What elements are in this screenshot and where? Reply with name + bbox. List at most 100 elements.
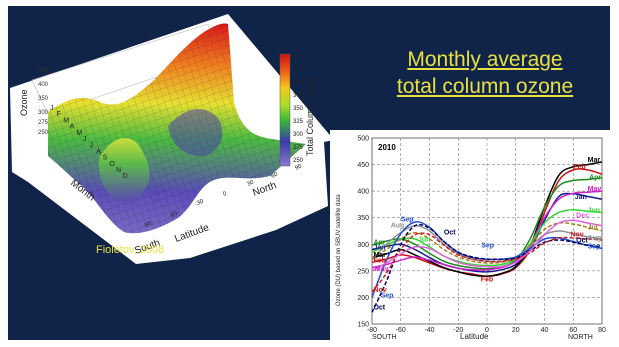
series-label-feb: Feb (573, 164, 585, 171)
z-tick-label: 250 (38, 130, 49, 136)
month-tick-label: S (103, 155, 108, 162)
series-line-nov (371, 232, 603, 293)
x-tick-label: 80 (598, 327, 606, 334)
month-tick-label: J (50, 105, 54, 112)
latitude-tick-label: 0 (222, 191, 228, 198)
series-label-may: May (375, 266, 389, 273)
series-line-jul (371, 221, 603, 264)
series-label-feb: Feb (373, 257, 385, 264)
y-tick-label: 150 (357, 322, 369, 329)
y-tick-label: 350 (357, 215, 369, 222)
month-tick-label: O (109, 161, 115, 168)
series-label-mar: Mar (373, 252, 386, 259)
colorbar-tick-label: 425 (293, 67, 304, 73)
x-tick-label: 60 (569, 327, 577, 334)
series-line-oct (371, 223, 603, 313)
ozone-line-chart: -80 -60 -40 -20 0 20 40 60 80 150 200 250 300 350 400 4… (330, 130, 611, 342)
x-tick-label: -80 (367, 327, 377, 334)
y-tick-label: 200 (357, 295, 369, 302)
month-tick-label: J (83, 136, 87, 143)
series-label-nov: Nov (570, 231, 583, 238)
colorbar-tick-label: 275 (293, 145, 304, 151)
north-axis-label: NORTH (568, 334, 593, 341)
slide-title-line1: Monthly average (407, 48, 563, 71)
credit-text: Fioletov, 2008 (96, 244, 165, 256)
x-tick-label: -40 (424, 327, 434, 334)
x-tick-label: -20 (453, 327, 463, 334)
colorbar (279, 53, 291, 167)
series-label-may: May (588, 186, 602, 193)
series-line-dec (371, 219, 603, 272)
series-label-sep: Sep (401, 216, 414, 223)
series-label-aug: Aug (391, 222, 405, 229)
axis-ticks: -80 -60 -40 -20 0 20 40 60 80 150 200 250 300 350 400 4… (357, 136, 606, 335)
series-label-oct: Oct (576, 238, 588, 245)
slide-title: Monthly average total column ozone (380, 46, 590, 100)
z-axis-ticks: 450 400 350 300 275 250 (38, 68, 49, 136)
series-line-may (371, 190, 603, 271)
y-tick-label: 250 (357, 268, 369, 275)
y-tick-label: 300 (357, 242, 369, 249)
colorbar-tick-label: 325 (293, 119, 304, 125)
series-label-sep: Sep (481, 242, 494, 249)
series-label-sep: Sep (588, 244, 601, 251)
month-tick-label: M (76, 130, 82, 137)
slide-title-line2: total column ozone (396, 75, 574, 98)
month-tick-label: J (90, 142, 94, 149)
series-lines (371, 161, 603, 313)
series-label-nov: Nov (373, 287, 386, 294)
y-tick-label: 500 (357, 136, 369, 143)
series-label-oct: Oct (373, 305, 385, 312)
colorbar-label: Total Column Ozone (305, 74, 315, 156)
colorbar-tick-label: 250 (293, 158, 304, 164)
colorbar-tick-label: 400 (293, 80, 304, 86)
month-tick-label: M (63, 117, 69, 124)
month-tick-label: F (57, 111, 61, 118)
series-line-apr (371, 177, 603, 270)
latitude-tick-label: -90 (142, 220, 153, 229)
series-label-jan: Jan (373, 245, 385, 252)
x-tick-label: 0 (485, 327, 489, 334)
series-label-jul: Jul (588, 224, 598, 231)
z-tick-label: 400 (38, 82, 49, 88)
series-line-mar (371, 161, 603, 277)
colorbar-ticks: 450 425 400 375 350 325 300 275 250 (293, 54, 304, 164)
series-label-apr: Apr (373, 239, 385, 246)
latitude-tick-label: 30 (246, 179, 255, 188)
latitude-tick-label: -30 (194, 198, 205, 207)
series-label-oct: Oct (444, 230, 456, 237)
south-axis-label: SOUTH (372, 334, 397, 341)
month-tick-label: A (96, 148, 101, 155)
y-axis-label: Ozone (DU) based on SBUV satellite data (336, 194, 342, 306)
colorbar-tick-label: 375 (293, 93, 304, 99)
z-tick-label: 275 (38, 120, 49, 126)
southern-ozone-ridge (98, 138, 150, 202)
series-label-sep: Sep (381, 292, 394, 299)
series-label-jun: Jun (418, 237, 430, 244)
y-tick-label: 450 (357, 162, 369, 169)
month-labels: JanJanFebFebFebMarMarAprAprMayMayJunJunJ… (373, 157, 601, 312)
z-tick-label: 350 (38, 96, 49, 102)
series-label-mar: Mar (588, 157, 601, 164)
colorbar-tick-label: 450 (293, 54, 304, 60)
z-axis-label: Ozone (19, 89, 29, 116)
series-label-aug: Aug (588, 235, 602, 242)
latitude-axis-ticks: -90 -60 -30 0 30 60 90 (142, 163, 303, 230)
x-axis-label: Latitude (460, 332, 489, 341)
series-label-dec: Dec (576, 213, 589, 220)
year-label: 2010 (378, 143, 396, 152)
z-tick-label: 450 (38, 68, 49, 74)
x-tick-label: 40 (541, 327, 549, 334)
colorbar-tick-label: 300 (293, 132, 304, 138)
series-label-feb: Feb (481, 276, 493, 283)
x-tick-label: 20 (512, 327, 520, 334)
tropical-ozone-trough (168, 108, 223, 157)
z-tick-label: 300 (38, 110, 49, 116)
month-tick-label: A (70, 124, 75, 131)
month-tick-label: D (123, 173, 128, 180)
colorbar-tick-label: 350 (293, 106, 304, 112)
series-label-apr: Apr (589, 174, 601, 181)
latitude-tick-label: 90 (294, 163, 303, 172)
